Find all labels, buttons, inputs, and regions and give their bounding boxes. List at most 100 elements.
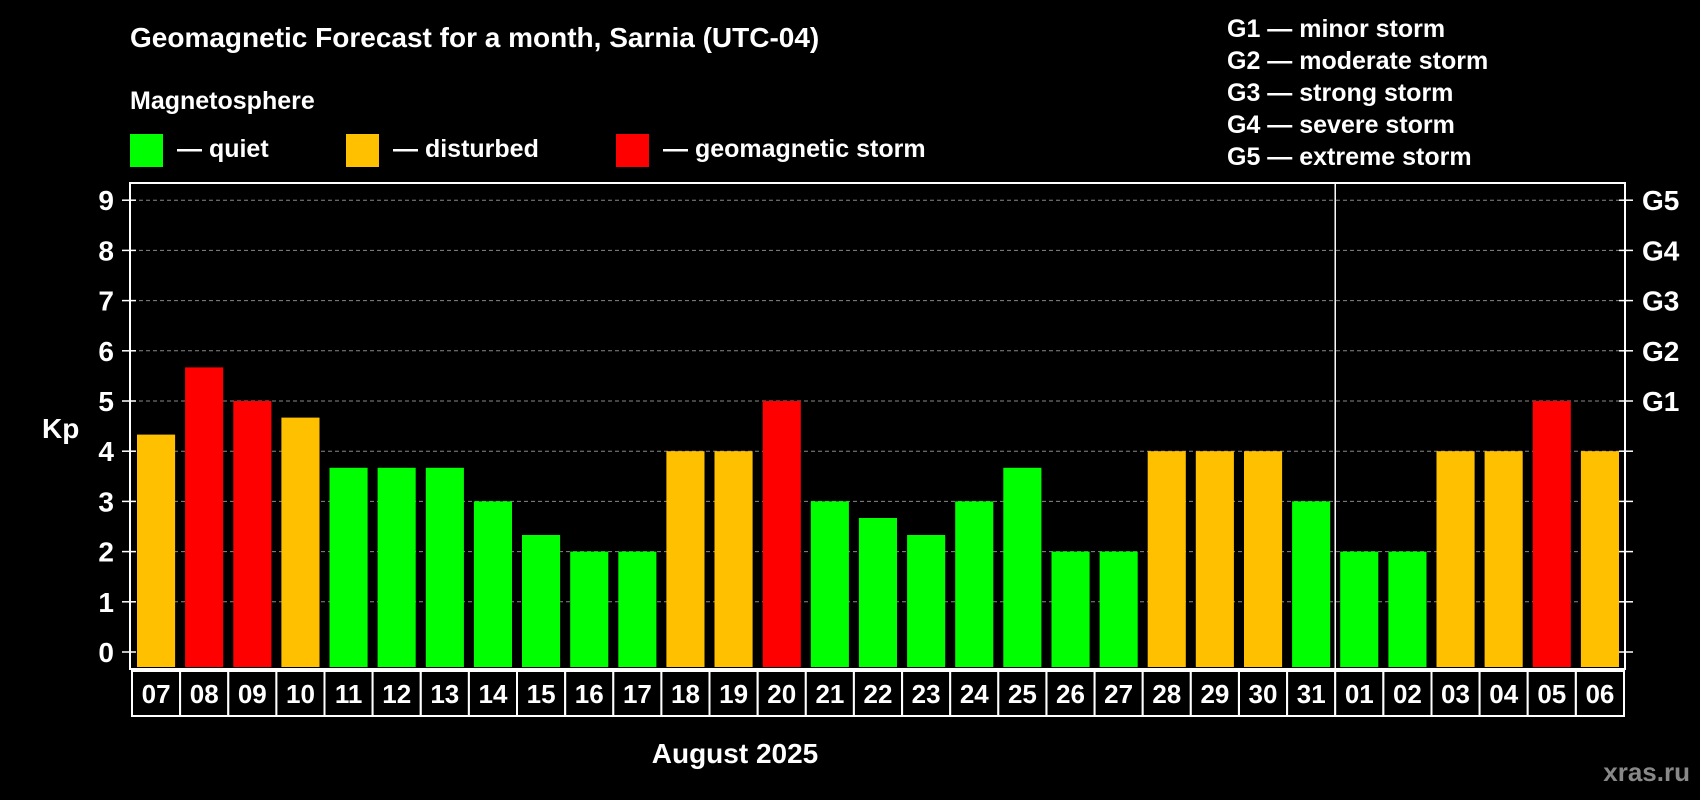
date-cell bbox=[467, 670, 518, 717]
legend-swatch-storm bbox=[616, 134, 649, 167]
y-tick-label: 6 bbox=[98, 336, 114, 367]
bar-03 bbox=[1436, 451, 1475, 667]
bar-01 bbox=[1340, 551, 1379, 667]
date-cell bbox=[756, 670, 807, 717]
x-tick-label: 01 bbox=[1345, 679, 1374, 709]
x-tick-label: 11 bbox=[335, 679, 363, 709]
date-cell bbox=[949, 670, 1000, 717]
x-tick-label: 20 bbox=[767, 679, 796, 709]
x-tick-label: 06 bbox=[1585, 679, 1614, 709]
y-tick-label: 3 bbox=[98, 486, 114, 517]
bar-16 bbox=[570, 551, 609, 667]
bar-29 bbox=[1195, 451, 1234, 667]
x-tick-label: 24 bbox=[960, 679, 989, 709]
x-tick-label: 15 bbox=[527, 679, 556, 709]
bar-09 bbox=[233, 401, 272, 667]
date-cell bbox=[1238, 670, 1289, 717]
x-tick-label: 18 bbox=[671, 679, 700, 709]
date-cell bbox=[804, 670, 855, 717]
y-tick-label: 0 bbox=[98, 637, 114, 668]
bar-18 bbox=[666, 451, 705, 667]
legend-label-quiet: — quiet bbox=[177, 135, 269, 163]
x-tick-label: 30 bbox=[1249, 679, 1278, 709]
x-tick-label: 08 bbox=[190, 679, 219, 709]
x-tick-label: 13 bbox=[430, 679, 459, 709]
x-tick-label: 12 bbox=[382, 679, 411, 709]
bar-06 bbox=[1580, 451, 1619, 667]
date-cell bbox=[1045, 670, 1096, 717]
x-tick-label: 19 bbox=[719, 679, 748, 709]
date-cell bbox=[1574, 670, 1626, 717]
legend-label-disturbed: — disturbed bbox=[393, 135, 539, 163]
date-cell bbox=[1478, 670, 1529, 717]
x-tick-label: 28 bbox=[1152, 679, 1181, 709]
bar-12 bbox=[377, 467, 416, 667]
x-tick-label: 09 bbox=[238, 679, 267, 709]
y-axis: 0 1 2 3 4 5 6 7 8 9 bbox=[98, 185, 136, 668]
x-tick-label: 03 bbox=[1441, 679, 1470, 709]
date-cell bbox=[1141, 670, 1192, 717]
storm-scale-g4: G4 — severe storm bbox=[1227, 111, 1455, 139]
legend-label-storm: — geomagnetic storm bbox=[663, 135, 926, 163]
storm-scale-g2: G2 — moderate storm bbox=[1227, 47, 1488, 75]
legend: — quiet — disturbed — geomagnetic storm bbox=[130, 134, 926, 167]
x-tick-label: 07 bbox=[142, 679, 171, 709]
y-tick-label: 8 bbox=[98, 235, 114, 266]
storm-scale-g1: G1 — minor storm bbox=[1227, 15, 1445, 43]
watermark: xras.ru bbox=[1603, 757, 1690, 787]
bar-27 bbox=[1099, 551, 1138, 667]
bar-10 bbox=[281, 417, 320, 667]
right-tick-label-g3: G3 bbox=[1642, 286, 1679, 317]
bar-20 bbox=[762, 401, 801, 667]
x-axis: 07 08 09 10 11 12 13 14 15 16 17 18 19 20 21 22 23 24 25 26… bbox=[131, 670, 1626, 717]
date-cell bbox=[901, 670, 952, 717]
x-tick-label: 14 bbox=[479, 679, 508, 709]
bar-14 bbox=[473, 501, 512, 667]
legend-swatch-disturbed bbox=[346, 134, 379, 167]
bar-15 bbox=[522, 535, 561, 667]
x-tick-label: 17 bbox=[623, 679, 652, 709]
x-tick-label: 22 bbox=[864, 679, 893, 709]
x-tick-label: 16 bbox=[575, 679, 604, 709]
bar-11 bbox=[329, 467, 368, 667]
y-axis-label: Kp bbox=[42, 413, 79, 444]
storm-scale-g5: G5 — extreme storm bbox=[1227, 143, 1472, 171]
bar-02 bbox=[1388, 551, 1427, 667]
x-tick-label: 10 bbox=[286, 679, 315, 709]
chart-title: Geomagnetic Forecast for a month, Sarnia… bbox=[130, 22, 819, 53]
storm-scale-g3: G3 — strong storm bbox=[1227, 79, 1453, 107]
x-tick-label: 29 bbox=[1200, 679, 1229, 709]
bar-30 bbox=[1244, 451, 1283, 667]
y-tick-label: 1 bbox=[98, 587, 114, 618]
bar-28 bbox=[1147, 451, 1186, 667]
x-tick-label: 21 bbox=[815, 679, 844, 709]
bar-05 bbox=[1532, 401, 1571, 667]
x-tick-label: 25 bbox=[1008, 679, 1037, 709]
date-cell bbox=[997, 670, 1048, 717]
bar-22 bbox=[858, 518, 897, 667]
date-cell bbox=[179, 670, 230, 717]
x-axis-label: August 2025 bbox=[652, 738, 819, 769]
bar-04 bbox=[1484, 451, 1523, 667]
right-tick-label-g5: G5 bbox=[1642, 185, 1679, 216]
bar-08 bbox=[185, 367, 224, 667]
bar-19 bbox=[714, 451, 753, 667]
date-cell bbox=[1382, 670, 1433, 717]
bar-13 bbox=[425, 467, 464, 667]
date-cell bbox=[516, 670, 567, 717]
x-tick-label: 05 bbox=[1537, 679, 1566, 709]
right-axis: G1 G2 G3 G4 G5 bbox=[1619, 185, 1680, 653]
date-cell bbox=[1093, 670, 1144, 717]
x-tick-label: 27 bbox=[1104, 679, 1133, 709]
date-cell bbox=[131, 670, 182, 717]
storm-scale-key: G1 — minor storm G2 — moderate storm G3 … bbox=[1227, 15, 1488, 171]
legend-heading: Magnetosphere bbox=[130, 87, 315, 115]
bars bbox=[137, 367, 1619, 667]
x-tick-label: 04 bbox=[1489, 679, 1518, 709]
x-tick-label: 26 bbox=[1056, 679, 1085, 709]
right-tick-label-g4: G4 bbox=[1642, 235, 1680, 266]
bar-17 bbox=[618, 551, 657, 667]
bar-24 bbox=[955, 501, 994, 667]
x-tick-label: 23 bbox=[912, 679, 941, 709]
